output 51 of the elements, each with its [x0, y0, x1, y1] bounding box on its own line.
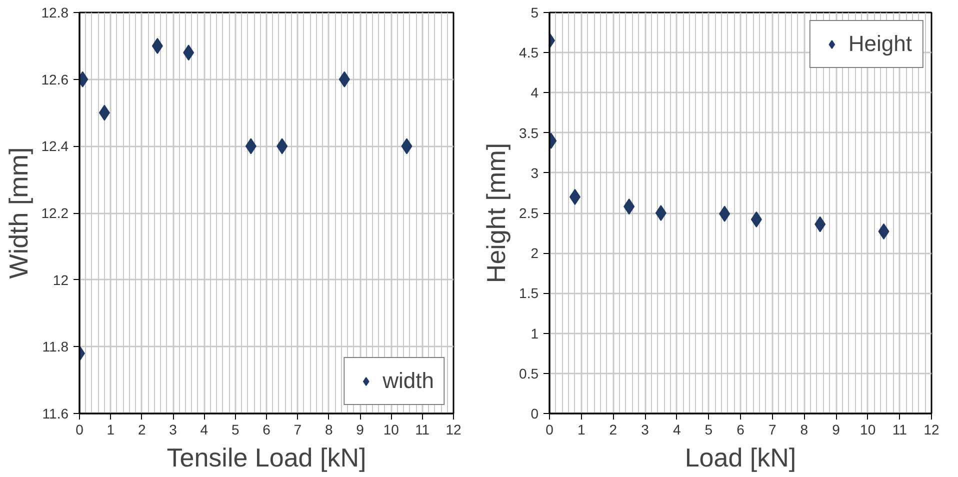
x-tick-label: 7 [294, 422, 302, 438]
y-tick-label: 4.5 [519, 44, 539, 61]
x-axis-title: Tensile Load [kN] [166, 442, 366, 472]
x-tick-label: 1 [577, 422, 586, 438]
x-tick-label: 4 [200, 422, 208, 438]
y-tick-label: 11.8 [42, 338, 69, 355]
y-tick-label: 12.2 [41, 205, 69, 221]
x-tick-label: 1 [106, 422, 115, 438]
y-tick-label: 12.8 [41, 4, 69, 20]
x-tick-label: 2 [138, 422, 146, 438]
x-tick-label: 6 [262, 422, 271, 438]
y-tick-label: 4 [530, 84, 539, 101]
y-tick-label: 12.6 [41, 71, 69, 88]
x-tick-label: 8 [324, 422, 333, 438]
y-tick-label: 11.6 [42, 406, 69, 422]
y-tick-label: 1 [530, 325, 539, 342]
x-tick-label: 9 [832, 422, 840, 438]
y-tick-label: 0.5 [519, 365, 539, 382]
x-tick-label: 9 [356, 422, 364, 438]
x-tick-label: 4 [672, 422, 681, 438]
x-tick-label: 5 [704, 422, 713, 438]
y-tick-label: 12 [52, 272, 69, 288]
x-tick-label: 11 [415, 422, 430, 438]
point [655, 205, 666, 221]
y-tick-label: 1.5 [519, 285, 539, 302]
x-tick-label: 12 [446, 422, 462, 438]
x-tick-label: 0 [76, 422, 84, 438]
x-tick-label: 11 [892, 422, 908, 438]
legend-label: Height [848, 31, 912, 57]
x-tick-label: 8 [800, 422, 808, 438]
x-tick-label: 0 [546, 422, 554, 438]
x-tick-label: 12 [924, 422, 940, 438]
y-tick-label: 2 [530, 245, 539, 262]
x-tick-label: 2 [609, 422, 618, 438]
y-tick-label: 2.5 [519, 205, 539, 221]
y-axis-title: Width [mm] [3, 147, 34, 279]
x-tick-label: 6 [736, 422, 745, 438]
y-tick-label: 0 [530, 406, 539, 422]
x-tick-label: 5 [231, 422, 240, 438]
x-tick-label: 10 [860, 422, 876, 438]
x-tick-label: 10 [383, 422, 400, 438]
x-tick-label: 3 [641, 422, 650, 438]
y-axis-title: Height [mm] [481, 142, 512, 284]
y-tick-label: 12.4 [41, 138, 69, 154]
x-axis-title: Load [kN] [684, 442, 796, 472]
x-tick-label: 3 [169, 422, 178, 438]
y-tick-label: 5 [530, 4, 539, 20]
y-tick-label: 3.5 [519, 124, 539, 141]
legend-label: width [382, 368, 434, 394]
x-tick-label: 7 [768, 422, 776, 438]
y-tick-label: 3 [530, 164, 539, 181]
